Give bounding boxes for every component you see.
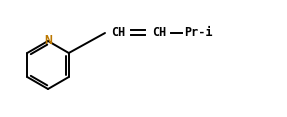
Text: N: N (44, 35, 52, 48)
Text: CH: CH (152, 26, 166, 40)
Text: CH: CH (111, 26, 125, 40)
Text: Pr-i: Pr-i (184, 26, 212, 40)
